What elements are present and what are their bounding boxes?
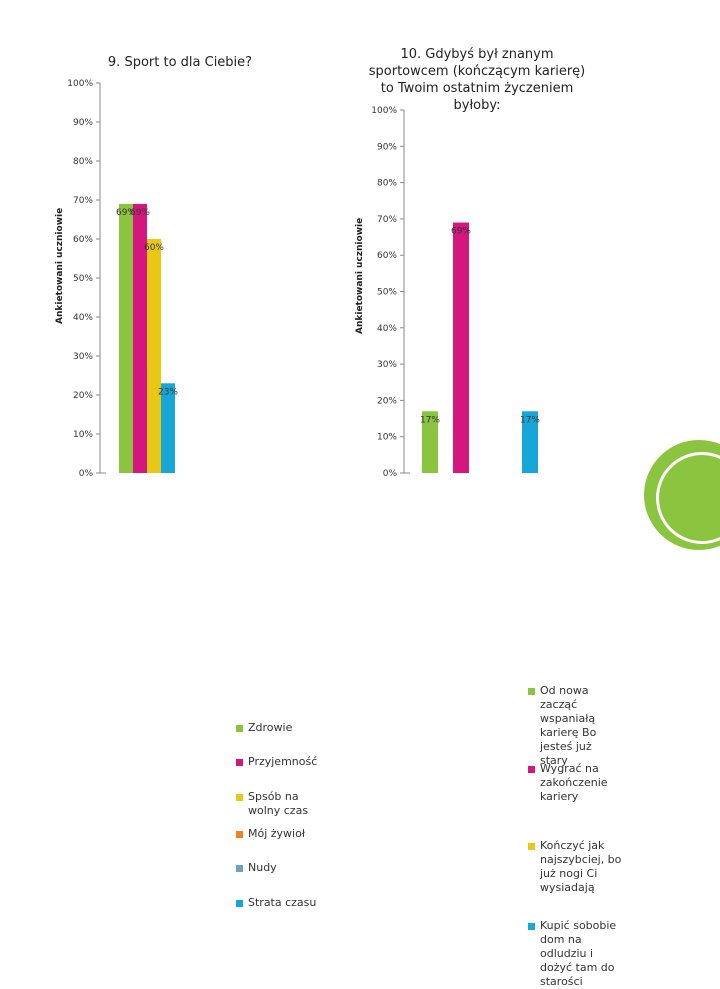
chart2-data-label: 17% <box>420 415 440 425</box>
legend-swatch <box>236 725 243 732</box>
legend-label: Od nowa zacząć wspaniałą karierę Bo jest… <box>540 684 597 767</box>
chart1-tick-label: 80% <box>73 157 93 167</box>
legend-label: Strata czasu <box>248 896 317 909</box>
chart2-tick-label: 80% <box>377 179 397 189</box>
chart2-legend-item-0: Od nowa zacząć wspaniałą karierę Bo jest… <box>528 684 622 768</box>
legend-swatch <box>528 843 535 850</box>
legend-label: Kończyć jak najszybciej, bo już nogi Ci … <box>540 839 622 894</box>
chart2-ylabel: Ankietowani uczniowie <box>355 217 365 334</box>
chart1-legend-item-0: Zdrowie <box>236 721 336 735</box>
legend-swatch <box>236 831 243 838</box>
chart2-data-label: 69% <box>451 227 471 237</box>
chart1-tick-label: 50% <box>73 274 93 284</box>
chart2-tick-label: 60% <box>377 251 397 261</box>
chart1-ylabel: Ankietowani uczniowie <box>55 207 65 324</box>
chart1-data-label: 60% <box>144 243 164 253</box>
legend-swatch <box>236 900 243 907</box>
legend-swatch <box>236 759 243 766</box>
slide: 0% 10% 20% 30% 40% 50% 60% 70% 80% 90% 100% 69% 69% 6… <box>55 47 720 988</box>
chart2-tick-label: 40% <box>377 324 397 334</box>
chart1-legend-item-1: Przyjemność <box>236 755 336 769</box>
legend-label: Spsób na wolny czas <box>248 790 309 817</box>
chart1-tick-label: 30% <box>73 352 93 362</box>
chart2-tick-label: 100% <box>371 106 397 116</box>
chart2-tick-label: 20% <box>377 396 397 406</box>
chart2-data-label: 17% <box>520 415 540 425</box>
chart1-bar <box>133 203 147 473</box>
chart2-tick-label: 90% <box>377 142 397 152</box>
chart1-tick-label: 90% <box>73 118 93 128</box>
charts-canvas: 0%10%20%30%40%50%60%70%80%90%100%69%69%6… <box>67 79 540 479</box>
chart1-legend-item-2: Spsób na wolny czas <box>236 790 310 818</box>
chart2-legend-item-2: Kończyć jak najszybciej, bo już nogi Ci … <box>528 839 622 895</box>
legend-label: Nudy <box>248 861 277 874</box>
chart1-tick-label: 0% <box>79 469 94 479</box>
chart2-tick-label: 10% <box>377 433 397 443</box>
chart2-legend-item-3: Kupić sobobie dom na odludziu i dożyć ta… <box>528 919 622 989</box>
legend-swatch <box>528 688 535 695</box>
chart1-bar <box>161 383 175 473</box>
legend-swatch <box>236 794 243 801</box>
chart1-bar <box>119 203 133 473</box>
chart1-tick-label: 60% <box>73 235 93 245</box>
legend-label: Mój żywioł <box>248 827 305 840</box>
legend-label: Kupić sobobie dom na odludziu i dożyć ta… <box>540 919 617 988</box>
chart2-tick-label: 0% <box>383 469 398 479</box>
chart1-tick-label: 40% <box>73 313 93 323</box>
chart1-tick-label: 20% <box>73 391 93 401</box>
chart2-bar <box>453 222 469 473</box>
chart1-tick-label: 100% <box>67 79 93 89</box>
chart2-bar <box>522 411 538 473</box>
chart1-tick-label: 10% <box>73 430 93 440</box>
chart2-title: 10. Gdybyś był znanym sportowcem (kończą… <box>368 47 586 113</box>
chart1-bar <box>147 239 161 473</box>
chart1-legend-item-4: Nudy <box>236 861 336 875</box>
legend-label: Wygrać na zakończenie kariery <box>540 762 608 803</box>
chart2-legend-item-1: Wygrać na zakończenie kariery <box>528 762 622 804</box>
legend-label: Przyjemność <box>248 755 318 768</box>
legend-label: Zdrowie <box>248 721 293 734</box>
chart1-data-label: 69% <box>116 208 136 218</box>
chart2-bar <box>422 411 438 473</box>
chart1-data-label: 23% <box>158 387 178 397</box>
legend-swatch <box>528 923 535 930</box>
legend-swatch <box>528 766 535 773</box>
chart2-tick-label: 70% <box>377 215 397 225</box>
chart2-tick-label: 30% <box>377 360 397 370</box>
chart1-data-label: 69% <box>130 208 150 218</box>
chart1-legend-item-3: Mój żywioł <box>236 827 336 841</box>
chart2-tick-label: 50% <box>377 288 397 298</box>
chart1-title: 9. Sport to dla Ciebie? <box>107 55 253 70</box>
legend-swatch <box>236 865 243 872</box>
chart1-legend-item-5: Strata czasu <box>236 896 336 910</box>
chart1-tick-label: 70% <box>73 196 93 206</box>
